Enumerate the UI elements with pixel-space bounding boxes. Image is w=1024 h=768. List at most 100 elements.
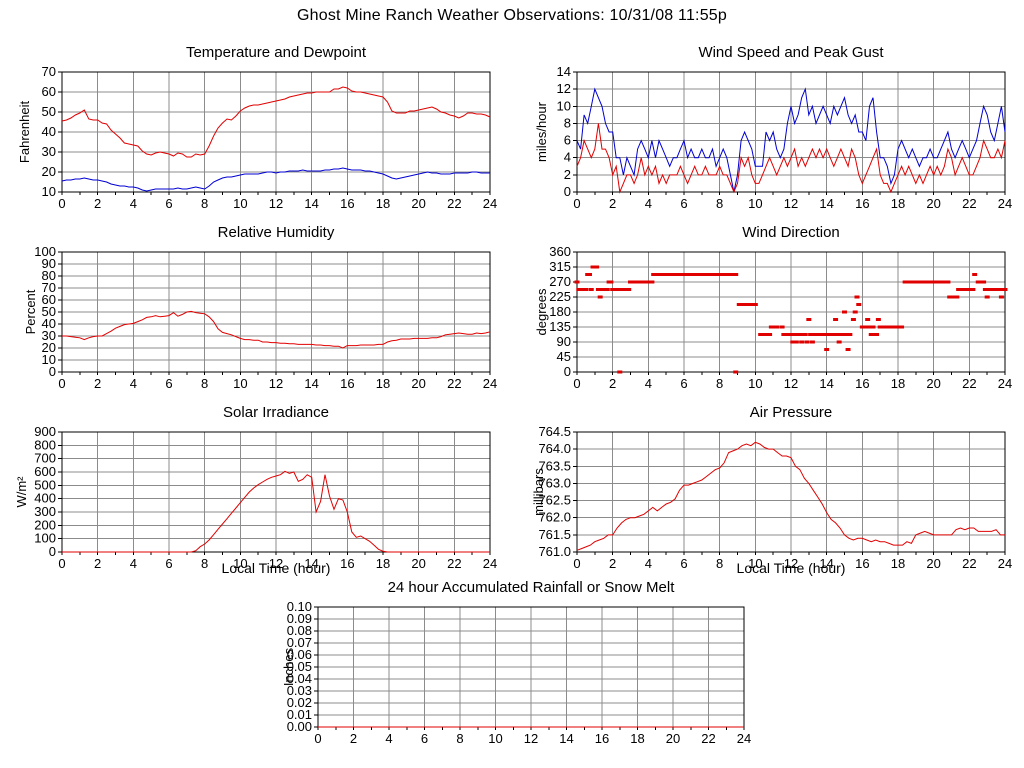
svg-text:30: 30: [42, 328, 56, 343]
chart-title-wind-direction: Wind Direction: [742, 224, 840, 241]
svg-text:60: 60: [42, 84, 56, 99]
svg-text:18: 18: [891, 376, 905, 391]
series-humidity: [62, 310, 491, 349]
svg-text:764.0: 764.0: [538, 441, 571, 456]
svg-text:90: 90: [42, 256, 56, 271]
series-wind-speed: [576, 123, 1006, 194]
svg-text:2: 2: [609, 556, 616, 571]
svg-text:20: 20: [411, 556, 425, 571]
svg-text:50: 50: [42, 304, 56, 319]
svg-text:16: 16: [855, 376, 869, 391]
svg-text:400: 400: [34, 491, 56, 506]
svg-text:762.5: 762.5: [538, 493, 571, 508]
svg-text:0: 0: [564, 184, 571, 199]
svg-text:16: 16: [595, 731, 609, 746]
svg-text:18: 18: [376, 556, 390, 571]
svg-text:8: 8: [201, 556, 208, 571]
svg-text:0.08: 0.08: [287, 623, 312, 638]
svg-text:14: 14: [819, 196, 833, 211]
svg-text:0: 0: [58, 556, 65, 571]
chart-title-solar-irradiance: Solar Irradiance: [223, 404, 329, 421]
svg-text:6: 6: [680, 376, 687, 391]
svg-text:315: 315: [549, 259, 571, 274]
svg-text:22: 22: [447, 196, 461, 211]
svg-text:200: 200: [34, 517, 56, 532]
svg-text:360: 360: [549, 244, 571, 259]
x-axis-label-local-time-right: Local Time (hour): [736, 560, 846, 576]
svg-text:20: 20: [42, 340, 56, 355]
svg-text:20: 20: [42, 164, 56, 179]
svg-text:50: 50: [42, 104, 56, 119]
svg-text:10: 10: [748, 556, 762, 571]
svg-text:761.0: 761.0: [538, 544, 571, 559]
svg-text:0: 0: [58, 376, 65, 391]
svg-text:8: 8: [716, 196, 723, 211]
svg-text:0.09: 0.09: [287, 611, 312, 626]
svg-text:20: 20: [926, 556, 940, 571]
svg-text:12: 12: [784, 556, 798, 571]
axis-frame: [573, 71, 1006, 195]
grid-lines: [62, 72, 490, 192]
svg-text:10: 10: [42, 352, 56, 367]
svg-text:0.02: 0.02: [287, 695, 312, 710]
svg-text:4: 4: [130, 556, 137, 571]
svg-text:10: 10: [42, 184, 56, 199]
air-pressure-plot: 0 2 4 6 8 10 12 14 16 18 20 22 24761.0761.5762.0762.…: [538, 424, 1012, 571]
svg-text:10: 10: [233, 556, 247, 571]
svg-text:4: 4: [564, 150, 571, 165]
svg-text:18: 18: [891, 556, 905, 571]
svg-text:8: 8: [201, 376, 208, 391]
svg-text:0.01: 0.01: [287, 707, 312, 722]
svg-text:22: 22: [962, 376, 976, 391]
svg-text:45: 45: [557, 349, 571, 364]
svg-text:8: 8: [456, 731, 463, 746]
svg-text:6: 6: [680, 556, 687, 571]
svg-text:16: 16: [340, 376, 354, 391]
svg-text:20: 20: [926, 196, 940, 211]
svg-text:700: 700: [34, 451, 56, 466]
series-temperature: [61, 86, 491, 158]
svg-text:22: 22: [447, 376, 461, 391]
relative-humidity-plot: 0 2 4 6 8 10 12 14 16 18 20 22 240102030405060708090…: [34, 244, 497, 391]
svg-text:12: 12: [269, 376, 283, 391]
grid-lines: [577, 432, 1005, 552]
svg-text:761.5: 761.5: [538, 527, 571, 542]
svg-text:18: 18: [630, 731, 644, 746]
svg-text:14: 14: [819, 556, 833, 571]
svg-text:22: 22: [447, 556, 461, 571]
svg-text:90: 90: [557, 334, 571, 349]
svg-text:10: 10: [233, 376, 247, 391]
solar-irradiance-plot: 0 2 4 6 8 10 12 14 16 18 20 22 240100200300400500600…: [34, 424, 497, 571]
grid-lines: [62, 252, 490, 372]
svg-text:4: 4: [385, 731, 392, 746]
svg-text:100: 100: [34, 531, 56, 546]
svg-text:0: 0: [49, 544, 56, 559]
svg-text:8: 8: [564, 115, 571, 130]
svg-text:20: 20: [666, 731, 680, 746]
svg-text:6: 6: [165, 376, 172, 391]
svg-text:100: 100: [34, 244, 56, 259]
svg-text:4: 4: [130, 376, 137, 391]
svg-text:18: 18: [376, 196, 390, 211]
grid-lines: [318, 607, 744, 727]
svg-text:0: 0: [58, 196, 65, 211]
svg-text:4: 4: [645, 196, 652, 211]
svg-text:12: 12: [557, 81, 571, 96]
svg-text:18: 18: [376, 376, 390, 391]
svg-text:763.0: 763.0: [538, 475, 571, 490]
svg-text:6: 6: [165, 196, 172, 211]
svg-text:70: 70: [42, 280, 56, 295]
svg-text:0.06: 0.06: [287, 647, 312, 662]
axis-frame: [58, 431, 491, 555]
svg-text:12: 12: [784, 376, 798, 391]
svg-text:2: 2: [609, 196, 616, 211]
tick-labels: 0 2 4 6 8 10 12 14 16 18 20 22 240459013518022527031…: [549, 244, 1012, 391]
grid-lines: [577, 252, 1005, 372]
svg-text:24: 24: [737, 731, 751, 746]
svg-text:270: 270: [549, 274, 571, 289]
svg-text:8: 8: [716, 556, 723, 571]
svg-text:900: 900: [34, 424, 56, 439]
